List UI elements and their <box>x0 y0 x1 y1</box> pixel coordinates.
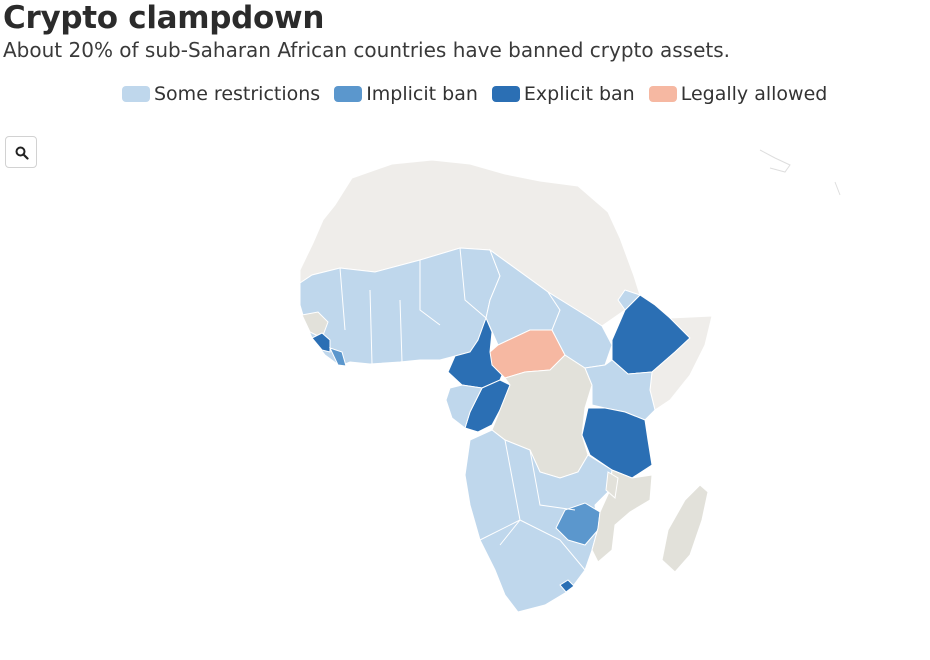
west-coast-nodata-region <box>301 311 329 339</box>
zimbabwe-region <box>555 502 601 546</box>
liberia-region <box>311 332 331 353</box>
malawi-region <box>605 471 619 499</box>
search-icon <box>15 146 29 160</box>
tanzania-region <box>581 407 653 479</box>
coastal-implicit-region <box>329 347 347 367</box>
gabon-region <box>445 384 483 429</box>
lesotho-region <box>559 579 575 593</box>
legend: Some restrictions Implicit ban Explicit … <box>122 83 827 105</box>
zoom-button[interactable] <box>5 136 37 168</box>
legend-item-legally-allowed: Legally allowed <box>648 83 828 105</box>
legend-item-explicit-ban: Explicit ban <box>491 83 635 105</box>
legend-item-some-restrictions: Some restrictions <box>122 83 320 105</box>
legend-item-implicit-ban: Implicit ban <box>334 83 478 105</box>
country-borders <box>339 247 586 571</box>
legend-label-some-restrictions: Some restrictions <box>154 83 321 105</box>
legend-label-legally-allowed: Legally allowed <box>680 83 828 105</box>
arabian-peninsula-outline <box>759 149 841 196</box>
legend-swatch-legally-allowed <box>648 86 677 102</box>
legend-label-explicit-ban: Explicit ban <box>523 83 635 105</box>
madagascar-region <box>661 484 709 573</box>
chart-title: Crypto clampdown <box>3 0 325 36</box>
legend-swatch-explicit-ban <box>491 86 520 102</box>
eritrea-region <box>617 289 641 311</box>
kenya-uganda-region <box>584 359 656 421</box>
legend-swatch-implicit-ban <box>334 86 363 102</box>
legend-swatch-some-restrictions <box>122 86 150 102</box>
chart-subtitle: About 20% of sub-Saharan African countri… <box>3 38 730 62</box>
mozambique-region <box>591 469 653 563</box>
legend-label-implicit-ban: Implicit ban <box>366 83 478 105</box>
